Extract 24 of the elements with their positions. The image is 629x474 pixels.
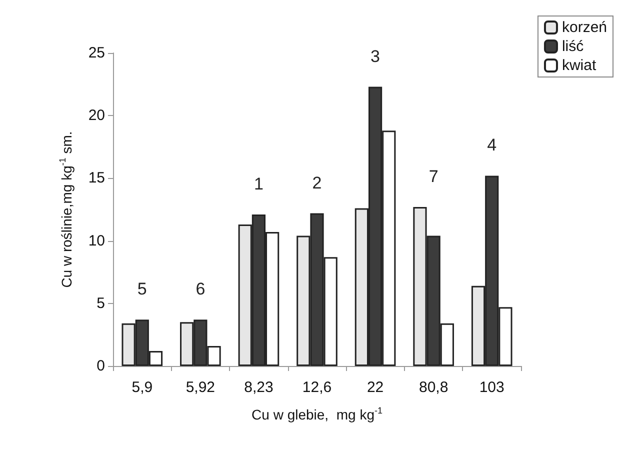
y-tick-label: 25 bbox=[88, 44, 105, 62]
x-tick-label: 103 bbox=[479, 379, 504, 396]
annotation: 2 bbox=[312, 173, 322, 192]
legend-label: liść bbox=[562, 38, 584, 55]
legend-label: korzeń bbox=[562, 19, 608, 36]
y-tick-label: 10 bbox=[88, 232, 105, 250]
annotation: 3 bbox=[370, 46, 380, 66]
annotation: 4 bbox=[487, 136, 497, 155]
legend-label: kwiat bbox=[562, 57, 597, 74]
annotation: 5 bbox=[137, 280, 147, 299]
x-tick-label: 12,6 bbox=[302, 379, 332, 396]
annotation: 7 bbox=[428, 166, 438, 186]
x-tick-label: 5,92 bbox=[186, 379, 216, 396]
annotation: 6 bbox=[196, 280, 206, 299]
annotation: 1 bbox=[254, 174, 264, 194]
y-tick-label: 15 bbox=[88, 170, 105, 187]
y-tick-label: 20 bbox=[88, 107, 105, 124]
y-tick-label: 0 bbox=[96, 358, 105, 374]
x-tick-label: 5,9 bbox=[132, 379, 153, 396]
x-tick-label: 8,23 bbox=[244, 379, 274, 396]
x-tick-label: 22 bbox=[366, 379, 384, 396]
y-tick-label: 5 bbox=[96, 294, 105, 312]
y-axis-title: Cu w roślinie,mg kg-1 sm. bbox=[58, 131, 74, 288]
x-tick-label: 80,8 bbox=[418, 379, 448, 396]
